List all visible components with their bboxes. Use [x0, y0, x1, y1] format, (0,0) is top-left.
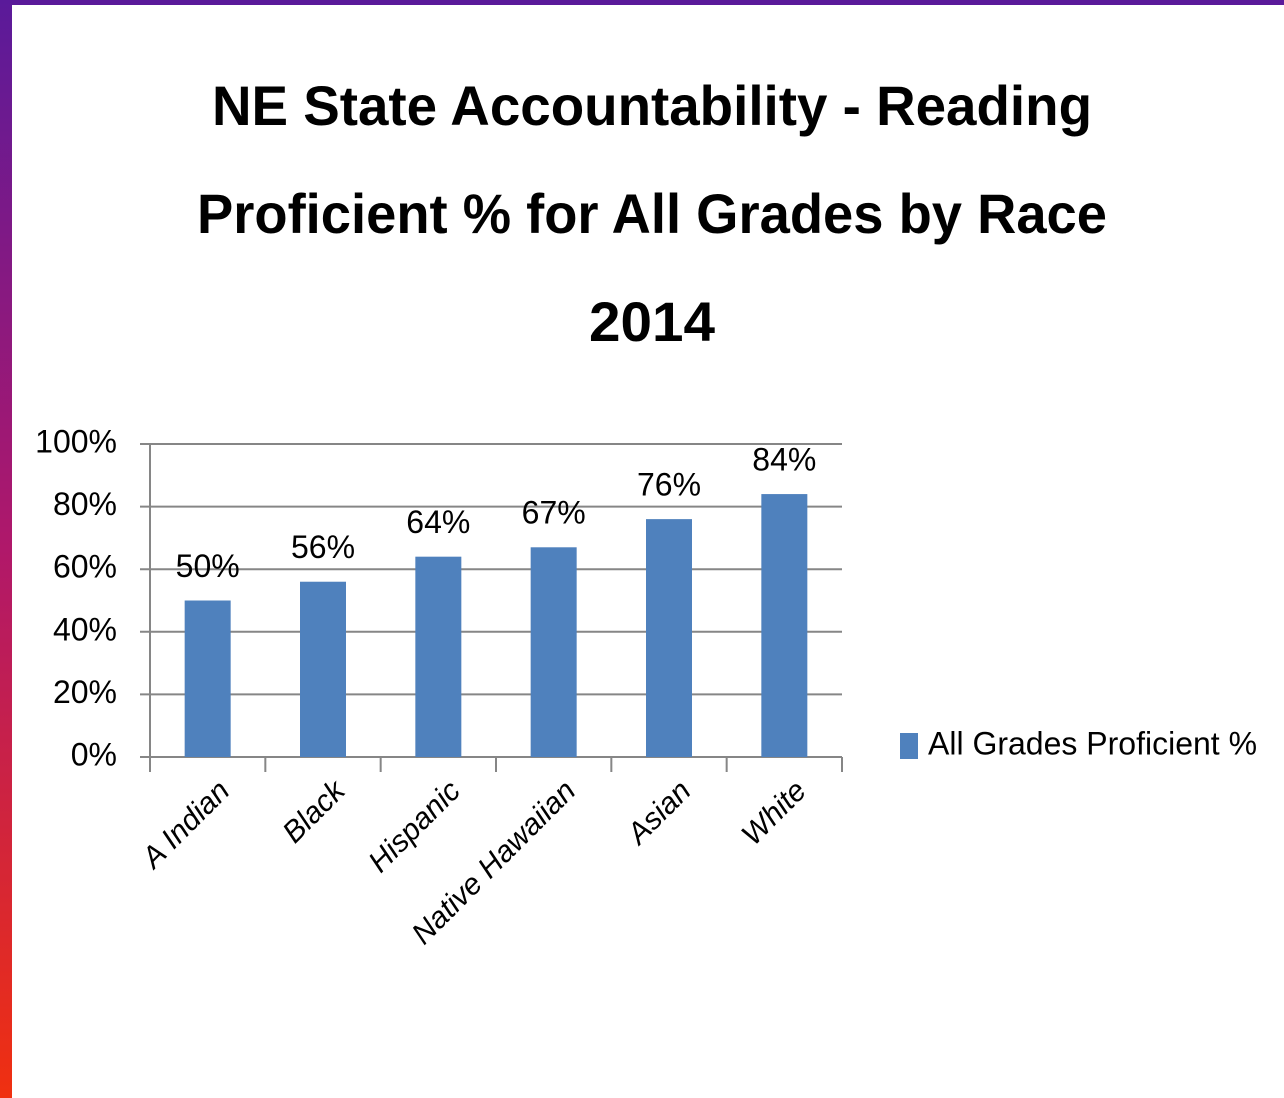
data-label: 50% [176, 548, 240, 584]
bar [646, 519, 692, 757]
chart-title: NE State Accountability - Reading [212, 74, 1092, 137]
bar [300, 581, 346, 757]
x-tick-label: A Indian [134, 774, 236, 876]
bar [761, 494, 808, 757]
x-tick-label: Hispanic [362, 774, 467, 879]
data-label: 84% [752, 442, 816, 478]
legend-swatch [900, 733, 918, 759]
top-border [0, 0, 1284, 5]
y-tick-label: 80% [53, 486, 117, 522]
y-tick-label: 40% [53, 611, 117, 647]
y-tick-label: 20% [53, 674, 117, 710]
x-tick-label: White [735, 774, 813, 852]
data-label: 76% [637, 467, 701, 503]
legend-label: All Grades Proficient % [928, 725, 1257, 761]
y-tick-label: 100% [35, 423, 117, 459]
chart-title: Proficient % for All Grades by Race [197, 182, 1107, 245]
x-tick-label: Asian [620, 774, 698, 852]
y-tick-label: 0% [71, 736, 117, 772]
left-border [0, 0, 12, 1098]
bar [184, 600, 231, 757]
y-tick-label: 60% [53, 549, 117, 585]
data-label: 56% [291, 529, 355, 565]
bar [530, 547, 577, 757]
chart-title: 2014 [589, 290, 715, 353]
bar [415, 556, 462, 757]
data-label: 64% [406, 504, 470, 540]
data-label: 67% [522, 495, 586, 531]
x-tick-label: Black [276, 773, 353, 850]
